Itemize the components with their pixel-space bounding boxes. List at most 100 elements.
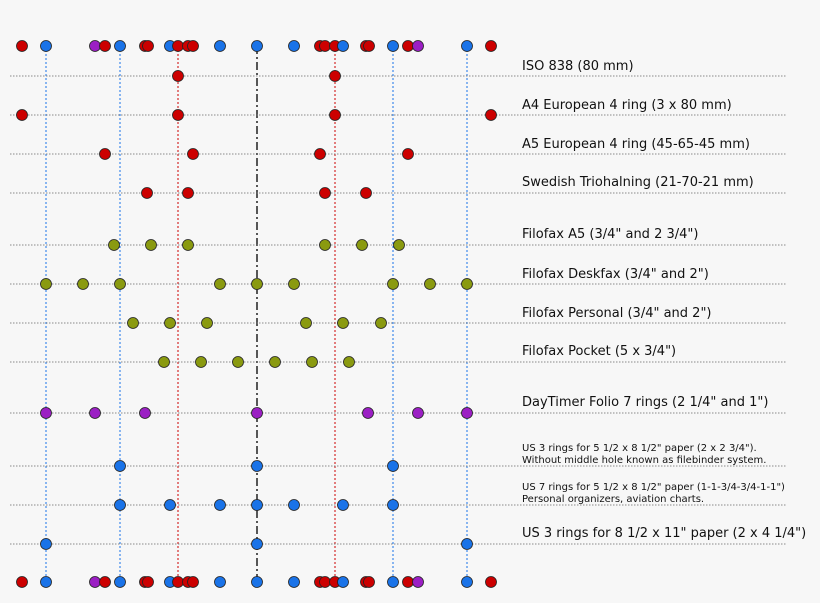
hole	[214, 576, 226, 588]
hole	[387, 40, 399, 52]
hole	[232, 356, 244, 368]
hole	[145, 239, 157, 251]
hole	[40, 576, 52, 588]
hole	[172, 70, 184, 82]
hole	[214, 40, 226, 52]
hole	[77, 278, 89, 290]
hole	[251, 576, 263, 588]
hole	[412, 40, 424, 52]
hole	[306, 356, 318, 368]
hole	[89, 576, 101, 588]
hole	[319, 187, 331, 199]
hole	[201, 317, 213, 329]
hole	[16, 576, 28, 588]
row-label: Filofax Personal (3/4" and 2")	[522, 306, 712, 321]
hole	[329, 109, 341, 121]
row-label: US 3 rings for 8 1/2 x 11" paper (2 x 4 …	[522, 526, 806, 541]
hole	[402, 576, 414, 588]
hole	[363, 40, 375, 52]
hole	[16, 40, 28, 52]
hole	[172, 40, 184, 52]
hole	[461, 40, 473, 52]
hole	[141, 187, 153, 199]
hole	[172, 576, 184, 588]
hole	[387, 576, 399, 588]
hole	[99, 148, 111, 160]
hole	[288, 576, 300, 588]
hole	[214, 278, 226, 290]
hole	[461, 407, 473, 419]
hole	[182, 187, 194, 199]
hole	[114, 499, 126, 511]
row-label: DayTimer Folio 7 rings (2 1/4" and 1")	[522, 395, 768, 410]
hole	[461, 278, 473, 290]
hole	[40, 40, 52, 52]
hole	[114, 460, 126, 472]
hole	[99, 576, 111, 588]
hole	[251, 407, 263, 419]
hole	[164, 317, 176, 329]
hole	[314, 148, 326, 160]
hole	[288, 278, 300, 290]
hole	[485, 576, 497, 588]
hole	[356, 239, 368, 251]
hole	[89, 407, 101, 419]
row-label: Filofax Pocket (5 x 3/4")	[522, 344, 676, 359]
hole	[412, 407, 424, 419]
hole	[164, 499, 176, 511]
hole	[214, 499, 226, 511]
hole	[412, 576, 424, 588]
hole	[40, 407, 52, 419]
hole	[269, 356, 281, 368]
row-label: Swedish Triohalning (21-70-21 mm)	[522, 175, 754, 190]
hole	[424, 278, 436, 290]
row-label: A5 European 4 ring (45-65-45 mm)	[522, 137, 750, 152]
hole	[360, 187, 372, 199]
hole	[337, 499, 349, 511]
hole	[319, 239, 331, 251]
hole	[319, 576, 331, 588]
hole	[337, 40, 349, 52]
hole	[319, 40, 331, 52]
hole	[139, 407, 151, 419]
hole	[251, 538, 263, 550]
hole	[40, 278, 52, 290]
row-label: Filofax Deskfax (3/4" and 2")	[522, 267, 709, 282]
hole	[114, 278, 126, 290]
hole	[337, 317, 349, 329]
hole	[343, 356, 355, 368]
hole	[288, 40, 300, 52]
hole	[329, 70, 341, 82]
hole	[182, 239, 194, 251]
hole	[251, 40, 263, 52]
hole	[251, 499, 263, 511]
hole	[108, 239, 120, 251]
hole	[142, 576, 154, 588]
row-label: Personal organizers, aviation charts.	[522, 494, 704, 505]
hole	[172, 109, 184, 121]
hole	[375, 317, 387, 329]
row-label: US 7 rings for 5 1/2 x 8 1/2" paper (1-1…	[522, 482, 785, 493]
hole	[402, 40, 414, 52]
hole	[337, 576, 349, 588]
hole	[187, 40, 199, 52]
hole	[99, 40, 111, 52]
hole	[187, 148, 199, 160]
hole	[187, 576, 199, 588]
hole	[288, 499, 300, 511]
row-label: Without middle hole known as filebinder …	[522, 455, 766, 466]
hole	[363, 576, 375, 588]
row-label: Filofax A5 (3/4" and 2 3/4")	[522, 227, 698, 242]
hole	[158, 356, 170, 368]
hole	[387, 460, 399, 472]
hole	[142, 40, 154, 52]
hole	[114, 40, 126, 52]
row-label: US 3 rings for 5 1/2 x 8 1/2" paper (2 x…	[522, 443, 757, 454]
hole	[40, 538, 52, 550]
hole	[89, 40, 101, 52]
hole	[114, 576, 126, 588]
hole	[251, 460, 263, 472]
hole	[16, 109, 28, 121]
hole	[195, 356, 207, 368]
